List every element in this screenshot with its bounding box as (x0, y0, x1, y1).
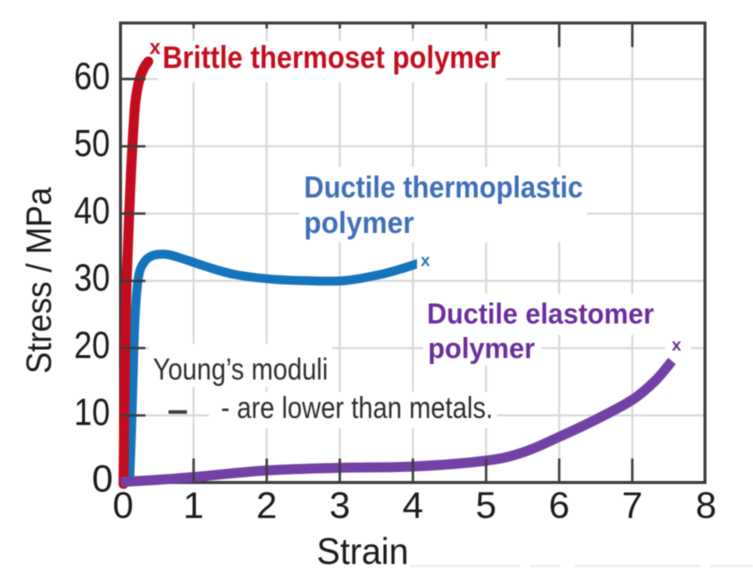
svg-text:x: x (149, 37, 160, 59)
svg-text:20: 20 (74, 325, 110, 367)
svg-text:6: 6 (549, 484, 570, 526)
svg-text:polymer: polymer (304, 205, 414, 240)
svg-text:0: 0 (113, 484, 134, 526)
svg-text:Strain: Strain (317, 531, 409, 571)
svg-text:4: 4 (402, 484, 423, 526)
svg-text:3: 3 (329, 484, 350, 526)
svg-text:polymer: polymer (428, 333, 535, 365)
svg-text:8: 8 (696, 484, 717, 526)
svg-text:Ductile thermoplastic: Ductile thermoplastic (304, 169, 583, 204)
svg-text:2: 2 (256, 484, 277, 526)
svg-text:- are lower than metals.: - are lower than metals. (221, 390, 493, 425)
svg-text:7: 7 (622, 484, 643, 526)
svg-text:40: 40 (74, 190, 110, 232)
svg-text:50: 50 (74, 123, 110, 165)
svg-text:1: 1 (183, 484, 204, 526)
svg-text:10: 10 (74, 392, 110, 434)
svg-text:0: 0 (92, 459, 113, 501)
svg-text:Ductile elastomer: Ductile elastomer (427, 299, 654, 331)
svg-text:5: 5 (476, 484, 497, 526)
svg-text:Brittle thermoset polymer: Brittle thermoset polymer (163, 39, 501, 75)
svg-text:x: x (672, 335, 682, 354)
svg-text:x: x (421, 251, 431, 270)
svg-text:Young’s moduli: Young’s moduli (153, 352, 328, 387)
svg-text:60: 60 (74, 56, 110, 98)
svg-text:30: 30 (74, 258, 110, 300)
svg-text:Stress / MPa: Stress / MPa (20, 187, 59, 374)
